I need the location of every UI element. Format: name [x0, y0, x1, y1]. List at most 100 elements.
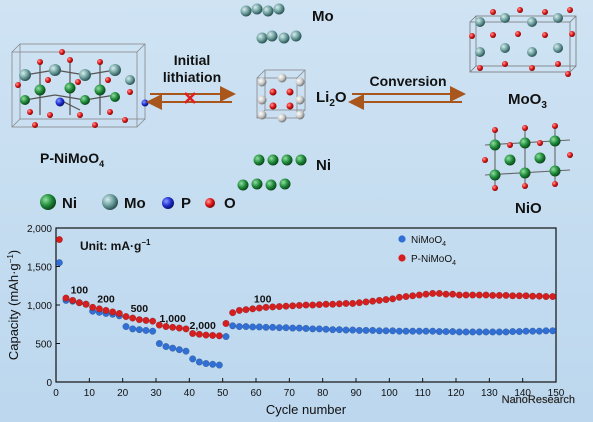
pnimoo4-data-point	[329, 300, 337, 308]
legend-nimoo4-marker	[398, 235, 406, 243]
pnimoo4-data-point	[95, 305, 103, 313]
pnimoo4-data-point	[75, 299, 83, 307]
nimoo4-data-point	[515, 328, 523, 336]
nimoo4-data-point	[229, 322, 237, 330]
pnimoo4-data-point	[455, 291, 463, 299]
pnimoo4-data-point	[469, 291, 477, 299]
pnimoo4-data-point	[502, 291, 510, 299]
x-tick-label: 130	[481, 388, 498, 399]
pnimoo4-data-point	[295, 301, 303, 309]
initial-lithiation-arrows	[146, 86, 236, 110]
pnimoo4-data-point	[335, 300, 343, 308]
pnimoo4-data-point	[55, 236, 63, 244]
nimoo4-data-point	[255, 323, 263, 331]
rate-label: 100	[71, 284, 89, 296]
mo-label: Mo	[312, 8, 334, 25]
conversion-label: Conversion	[369, 73, 446, 89]
pnimoo4-data-point	[222, 319, 230, 327]
x-tick-label: 90	[350, 388, 362, 399]
nimoo4-data-point	[155, 340, 163, 348]
pnimoo4-data-point	[242, 306, 250, 314]
moo3-crystal-structure	[469, 7, 577, 77]
x-tick-label: 50	[217, 388, 229, 399]
lithiation-label: lithiation	[163, 69, 221, 85]
pnimoo4-data-point	[509, 292, 517, 300]
pnimoo4-data-point	[342, 299, 350, 307]
pnimoo4-data-point	[229, 309, 237, 317]
nimoo4-data-point	[275, 324, 283, 332]
pnimoo4-data-point	[409, 292, 417, 300]
rate-label: 500	[131, 303, 149, 315]
nimoo4-data-point	[295, 324, 303, 332]
nimoo4-data-point	[55, 259, 63, 267]
pnimoo4-data-point	[282, 302, 290, 310]
pnimoo4-data-point	[449, 290, 457, 298]
nimoo4-data-point	[329, 326, 337, 334]
pnimoo4-data-point	[355, 299, 363, 307]
legend-o-label: O	[224, 195, 236, 212]
ni-label: Ni	[316, 157, 331, 174]
nimoo4-data-point	[202, 360, 210, 368]
pnimoo4-data-point	[262, 303, 270, 311]
pnimoo4-data-point	[62, 294, 70, 302]
nimoo4-data-point	[455, 328, 463, 336]
pnimoo4-data-point	[435, 289, 443, 297]
legend-pnimoo4-marker	[398, 254, 406, 262]
nimoo4-data-point	[342, 326, 350, 334]
pnimoo4-data-point	[82, 300, 90, 308]
atom-legend: Ni Mo P O	[40, 194, 236, 212]
nimoo4-data-point	[415, 327, 423, 335]
nimoo4-data-point	[215, 361, 223, 369]
x-tick-label: 20	[117, 388, 129, 399]
nimoo4-data-point	[362, 326, 370, 334]
conversion-arrows	[348, 86, 466, 110]
nimoo4-data-point	[302, 324, 310, 332]
li2o-structure	[256, 69, 306, 123]
nimoo4-data-point	[535, 327, 543, 335]
x-tick-label: 100	[381, 388, 398, 399]
nimoo4-data-point	[322, 325, 330, 333]
y-tick-label: 2,000	[27, 224, 52, 235]
legend-p-label: P	[181, 195, 191, 212]
nio-label: NiO	[515, 200, 542, 217]
nimoo4-data-point	[262, 323, 270, 331]
y-axis-ticks: 0 500 1,000 1,500 2,000	[27, 224, 60, 389]
pnimoo4-data-point	[102, 306, 110, 314]
pnimoo4-data-point	[169, 323, 177, 331]
mo-atom-swatch	[102, 194, 118, 210]
pnimoo4-data-point	[422, 290, 430, 298]
nimoo4-data-point	[235, 323, 243, 331]
nimoo4-data-point	[149, 327, 157, 335]
pnimoo4-data-point	[549, 293, 557, 301]
pnimoo4-series	[55, 236, 557, 340]
x-tick-label: 40	[184, 388, 196, 399]
x-tick-label: 110	[415, 388, 431, 399]
legend-pnimoo4-label: P-NiMoO4	[411, 254, 456, 267]
nimoo4-data-point	[335, 326, 343, 334]
pnimoo4-data-point	[302, 301, 310, 309]
nimoo4-data-point	[242, 323, 250, 331]
chart-legend: NiMoO4 P-NiMoO4	[398, 235, 456, 267]
nimoo4-data-point	[402, 327, 410, 335]
nimoo4-data-point	[182, 347, 190, 355]
pnimoo4-data-point	[489, 291, 497, 299]
nimoo4-data-point	[449, 328, 457, 336]
pnimoo4-data-point	[122, 313, 130, 321]
pnimoo4-data-point	[109, 308, 117, 316]
pnimoo4-data-point	[462, 291, 470, 299]
pnimoo4-data-point	[175, 324, 183, 332]
nimoo4-data-point	[542, 327, 550, 335]
legend-nimoo4-label: NiMoO4	[411, 235, 446, 248]
pnimoo4-data-point	[375, 296, 383, 304]
pnimoo4-data-point	[189, 329, 197, 337]
nimoo4-data-point	[249, 323, 257, 331]
pnimoo4-label: P-NiMoO4	[40, 150, 104, 169]
nimoo4-data-point	[289, 324, 297, 332]
series-layer	[55, 236, 557, 369]
nimoo4-data-point	[269, 323, 277, 331]
nimoo4-data-point	[409, 327, 417, 335]
nimoo4-data-point	[355, 326, 363, 334]
pnimoo4-data-point	[195, 330, 203, 338]
ni-atom-swatch	[40, 194, 56, 210]
